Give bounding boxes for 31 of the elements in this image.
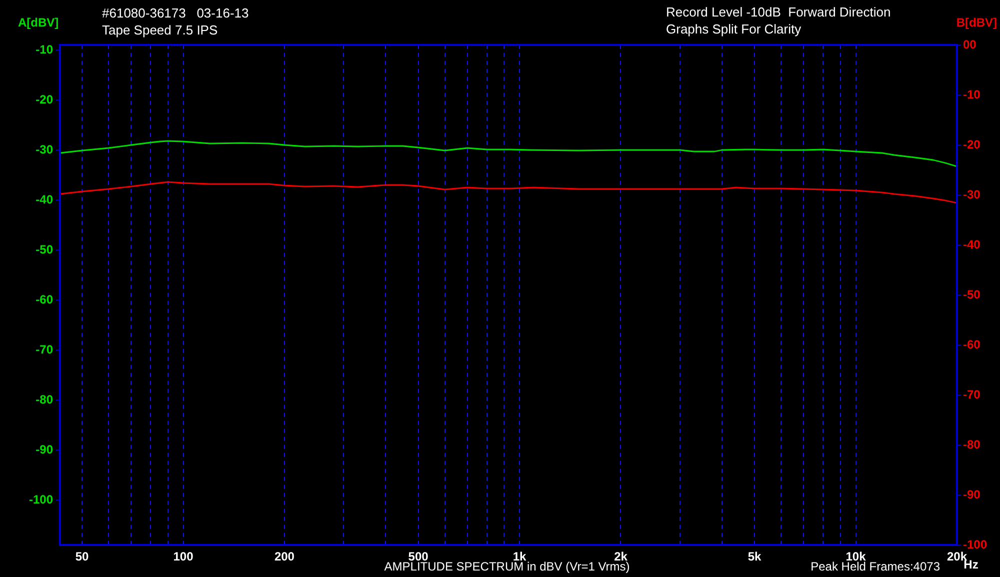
y-tick-label: -30 bbox=[36, 142, 54, 156]
y2-tick-label: -10 bbox=[963, 87, 981, 102]
y-tick-label: -100 bbox=[28, 492, 54, 506]
y-tick-label: -80 bbox=[36, 392, 54, 406]
y-tick-label: -20 bbox=[36, 92, 54, 106]
y-tick-label: -50 bbox=[36, 242, 54, 256]
y2-axis-title: B[dBV] bbox=[956, 15, 997, 30]
y2-tick-label: -90 bbox=[963, 487, 981, 502]
y2-tick-label: -40 bbox=[963, 237, 981, 252]
x-tick-label: 100 bbox=[173, 550, 194, 564]
x-tick-label: 5k bbox=[748, 550, 762, 564]
chart-title: #61080-36173 03-16-13 bbox=[102, 6, 249, 21]
y-axis-title: A[dBV] bbox=[18, 15, 59, 30]
y-tick-label: -90 bbox=[36, 442, 54, 456]
y-tick-label: -10 bbox=[36, 42, 54, 56]
chart-subtitle: Tape Speed 7.5 IPS bbox=[102, 22, 218, 38]
y-tick-label: -60 bbox=[36, 292, 54, 306]
y2-tick-label: -80 bbox=[963, 437, 981, 452]
x-tick-label: 50 bbox=[75, 550, 90, 564]
text: Record Level -10dB Forward Direction bbox=[666, 4, 891, 20]
x-tick-label: 200 bbox=[274, 550, 295, 564]
y2-tick-label: -100 bbox=[963, 537, 988, 552]
text: Graphs Split For Clarity bbox=[666, 22, 802, 37]
y-tick-label: -70 bbox=[36, 342, 54, 356]
y2-tick-label: -50 bbox=[963, 287, 981, 302]
y2-tick-label: 00 bbox=[963, 37, 977, 52]
y2-tick-label: -60 bbox=[963, 337, 981, 352]
y2-tick-label: -20 bbox=[963, 137, 981, 152]
y-tick-label: -40 bbox=[36, 192, 54, 206]
y2-tick-label: -70 bbox=[963, 387, 981, 402]
y2-tick-label: -30 bbox=[963, 187, 981, 202]
